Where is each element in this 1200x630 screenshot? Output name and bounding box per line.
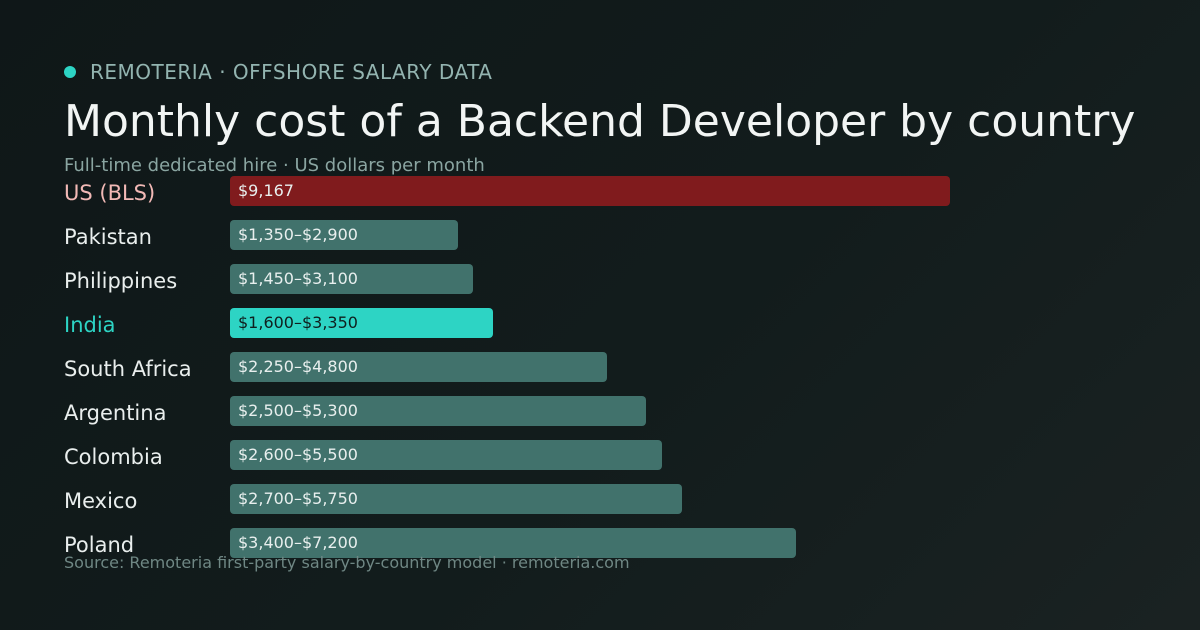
- category-label: Argentina: [64, 401, 167, 425]
- bar: $1,350–$2,900: [230, 220, 458, 250]
- bar: $2,500–$5,300: [230, 396, 646, 426]
- category-label: India: [64, 313, 116, 337]
- brand-label: REMOTERIA · OFFSHORE SALARY DATA: [90, 60, 493, 84]
- chart-title: Monthly cost of a Backend Developer by c…: [64, 96, 1136, 147]
- data-label: $1,450–$3,100: [238, 269, 358, 288]
- bar: $2,600–$5,500: [230, 440, 662, 470]
- category-label: US (BLS): [64, 181, 156, 205]
- data-label: $2,250–$4,800: [238, 357, 358, 376]
- data-label: $2,600–$5,500: [238, 445, 358, 464]
- category-label: South Africa: [64, 357, 192, 381]
- data-label: $2,700–$5,750: [238, 489, 358, 508]
- category-label: Pakistan: [64, 225, 152, 249]
- category-label: Poland: [64, 533, 135, 557]
- data-label: $3,400–$7,200: [238, 533, 358, 552]
- bar: $2,700–$5,750: [230, 484, 682, 514]
- bar: $2,250–$4,800: [230, 352, 607, 382]
- brand-line: REMOTERIA · OFFSHORE SALARY DATA: [64, 60, 492, 84]
- chart-subtitle: Full-time dedicated hire · US dollars pe…: [64, 155, 485, 176]
- source-note: Source: Remoteria first-party salary-by-…: [64, 553, 630, 572]
- category-label: Mexico: [64, 489, 138, 513]
- category-label: Colombia: [64, 445, 163, 469]
- data-label: $2,500–$5,300: [238, 401, 358, 420]
- bar: $1,450–$3,100: [230, 264, 473, 294]
- data-label: $1,350–$2,900: [238, 225, 358, 244]
- bar: $9,167: [230, 176, 950, 206]
- brand-dot-icon: [64, 66, 76, 78]
- bar: $1,600–$3,350: [230, 308, 493, 338]
- data-label: $1,600–$3,350: [238, 313, 358, 332]
- category-label: Philippines: [64, 269, 178, 293]
- bar: $3,400–$7,200: [230, 528, 796, 558]
- data-label: $9,167: [238, 181, 294, 200]
